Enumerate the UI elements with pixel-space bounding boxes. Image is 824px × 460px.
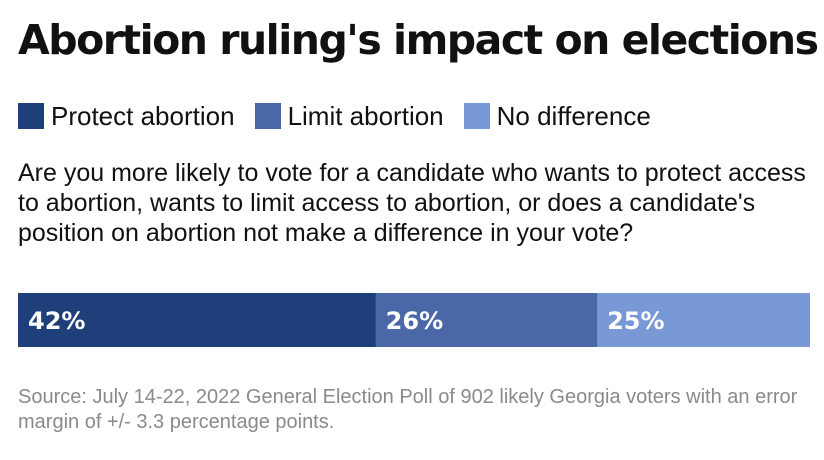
bar-segment-limit-abortion [375,293,598,347]
stacked-bar-svg: 42% 26% 25% [18,293,810,347]
legend-label-protect-abortion: Protect abortion [51,101,235,131]
legend-label-no-difference: No difference [496,101,651,131]
legend: Protect abortion Limit abortion No diffe… [18,100,671,132]
chart-title: Abortion ruling's impact on elections [18,16,819,64]
legend-item-limit-abortion: Limit abortion [254,100,444,132]
bar-label-protect-abortion: 42% [28,307,85,335]
bar-segment-no-difference [597,293,810,347]
legend-item-no-difference: No difference [463,100,651,132]
legend-swatch-no-difference [463,103,490,129]
bar-label-no-difference: 25% [607,307,664,335]
bar-label-limit-abortion: 26% [386,307,443,335]
legend-item-protect-abortion: Protect abortion [18,100,235,132]
legend-label-limit-abortion: Limit abortion [287,101,444,131]
source-note: Source: July 14-22, 2022 General Electio… [18,386,798,433]
legend-swatch-protect-abortion [18,103,44,129]
legend-swatch-limit-abortion [254,103,281,129]
survey-question: Are you more likely to vote for a candid… [18,159,806,247]
bar-segment-protect-abortion [18,293,377,347]
stacked-bar-chart: 42% 26% 25% [18,293,810,347]
